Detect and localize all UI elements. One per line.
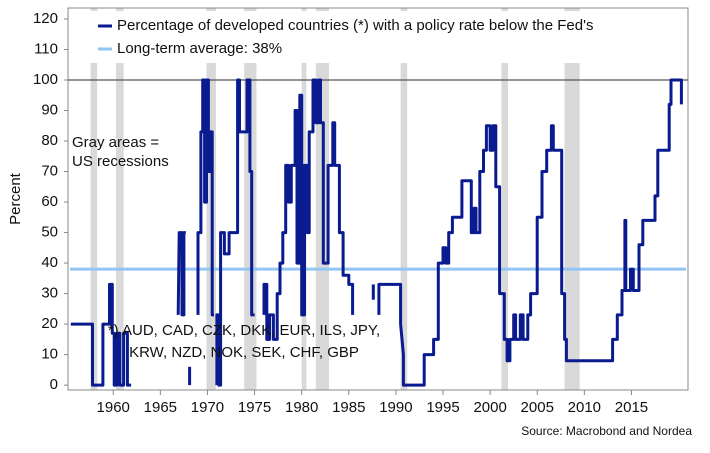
data-line [196,78,214,317]
data-line [215,78,255,387]
y-tick-label: 10 [41,346,58,363]
x-tick-label: 2000 [473,399,506,416]
recession-band [501,8,509,390]
recession-band [90,8,98,390]
recession-band [400,8,408,390]
legend-label: Percentage of developed countries (*) wi… [117,17,593,34]
x-tick-label: 1990 [379,399,412,416]
x-tick-label: 2010 [568,399,601,416]
x-tick-label: 2015 [615,399,648,416]
data-line [70,282,132,387]
y-tick-label: 110 [34,40,58,57]
y-tick-label: 30 [41,285,58,302]
annotation: US recessions [72,153,169,170]
x-tick-label: 1975 [238,399,271,416]
plot-frame [67,7,689,391]
y-axis-label: Percent [7,172,24,225]
legend-label: Long-term average: 38% [117,40,282,57]
y-tick-label: 70 [41,163,58,180]
x-tick-label: 1985 [332,399,365,416]
data-line [262,78,355,341]
recession-band [564,8,580,390]
x-tick-label: 1980 [285,399,318,416]
y-tick-label: 40 [41,254,58,271]
y-tick-label: 100 [33,71,58,88]
x-tick-label: 1960 [97,399,130,416]
x-tick-label: 2005 [521,399,554,416]
footnote: *) AUD, CAD, CZK, DKK, EUR, ILS, JPY, [108,322,380,339]
legend-box [70,11,630,63]
x-tick-label: 1970 [191,399,224,416]
y-tick-label: 120 [33,10,58,27]
recession-band [116,8,124,390]
footnote: KRW, NZD, NOK, SEK, CHF, GBP [129,344,359,361]
x-tick-label: 1965 [144,399,177,416]
x-tick-label: 1995 [426,399,459,416]
data-line [377,78,683,387]
y-tick-label: 90 [41,101,58,118]
y-tick-label: 20 [41,315,58,332]
source: Source: Macrobond and Nordea [521,424,692,438]
y-tick-label: 80 [41,132,58,149]
y-tick-label: 50 [41,224,58,241]
annotation: Gray areas = [72,134,159,151]
y-tick-label: 60 [41,193,58,210]
y-tick-label: 0 [50,376,58,393]
data-line [176,231,186,317]
